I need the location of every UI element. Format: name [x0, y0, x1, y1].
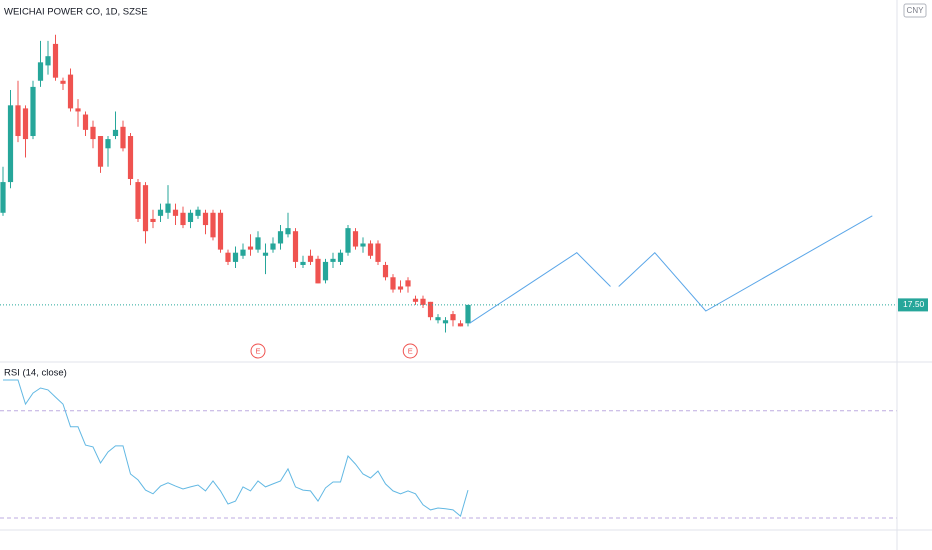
candle-body [270, 243, 276, 250]
candle-body [135, 182, 141, 219]
candle-body [360, 243, 366, 247]
candle-body [22, 108, 29, 140]
earnings-marker [250, 343, 266, 359]
projection-line [469, 215, 873, 324]
candle-body [120, 126, 126, 149]
candle-body [307, 255, 314, 262]
candle-body [457, 323, 464, 327]
last-price-label: 17.50 [903, 299, 925, 309]
candle-body [442, 320, 449, 324]
candle-body [337, 252, 344, 262]
candle-body [7, 105, 14, 183]
candle-body [105, 139, 111, 149]
rsi-line [3, 379, 469, 517]
candle-body [15, 105, 21, 137]
candle-body [322, 261, 329, 281]
earnings-marker [402, 343, 418, 359]
candle-body [277, 231, 284, 244]
candle-body [150, 218, 156, 222]
candle-body [405, 280, 411, 287]
candle-body [225, 252, 231, 262]
candle-body [82, 114, 89, 130]
chart-title: WEICHAI POWER CO, 1D, SZSE [4, 7, 148, 18]
candle-body [210, 212, 216, 238]
candle-body [262, 252, 269, 256]
marks-layer [0, 34, 897, 517]
candle-body [345, 228, 351, 253]
candle-body [382, 264, 389, 278]
candle-body [300, 261, 306, 265]
candle-body [285, 228, 291, 235]
candle-body [127, 136, 134, 180]
currency-label[interactable]: CNY [907, 6, 925, 15]
candle-body [450, 314, 456, 321]
candle-body [330, 258, 336, 262]
candle-body [420, 298, 426, 305]
candle-body [52, 43, 59, 78]
candle-body [195, 209, 201, 216]
last-price-box [898, 298, 928, 312]
candle-body [255, 237, 261, 250]
currency-box[interactable] [903, 3, 927, 18]
candle-body [112, 129, 119, 137]
candle-body [37, 62, 44, 81]
candle-body [45, 56, 51, 66]
candle-body [180, 212, 186, 226]
candle-body [465, 304, 471, 324]
candle-body [412, 298, 419, 302]
candle-body [390, 277, 396, 290]
candle-body [435, 317, 441, 321]
labels-layer: 17.50 E E [250, 298, 928, 359]
candle-body [202, 212, 209, 226]
candle-body [97, 136, 104, 167]
candle-body [292, 231, 299, 262]
candle-body [240, 249, 246, 256]
candle-body [157, 209, 164, 216]
candle-body [67, 74, 74, 109]
candle-body [367, 243, 374, 256]
earnings-label: E [255, 346, 260, 355]
candle-body [217, 212, 224, 250]
indicator-title: RSI (14, close) [4, 368, 67, 379]
candle-body [165, 203, 171, 213]
candle-body [0, 182, 6, 213]
candle-body [375, 243, 381, 262]
grid-layer [0, 410, 897, 519]
candle-body [397, 286, 404, 290]
candle-body [172, 209, 179, 216]
candle-body [60, 80, 66, 84]
candle-body [427, 301, 434, 318]
candle-body [75, 108, 81, 112]
earnings-label: E [408, 346, 413, 355]
candle-body [187, 212, 194, 222]
candle-body [352, 231, 359, 247]
candle-body [232, 252, 239, 262]
candle-body [30, 86, 36, 137]
candle-body [315, 258, 321, 284]
candle-body [247, 246, 254, 250]
candle-body [142, 185, 149, 232]
candle-body [90, 126, 96, 140]
